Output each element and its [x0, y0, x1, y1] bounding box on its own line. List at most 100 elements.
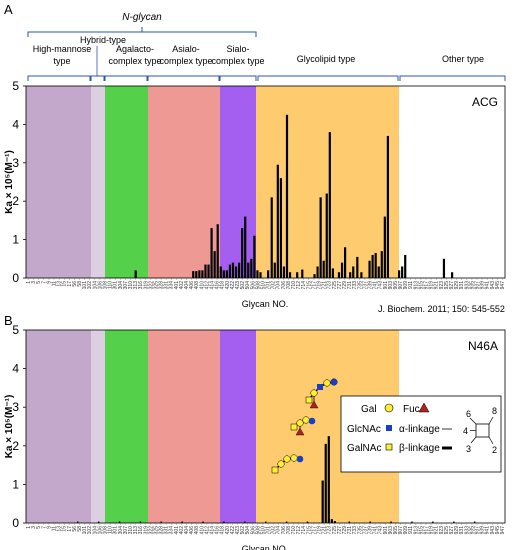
x-tick-label: 739 [367, 526, 373, 535]
gal-icon [310, 389, 318, 397]
region-sialo [220, 330, 256, 523]
citation: J. Biochem. 2011; 150: 545-552 [378, 304, 505, 314]
bar [238, 262, 241, 278]
other-type-label: Other type [442, 54, 484, 64]
x-tick-label: 917 [424, 281, 430, 290]
bar [241, 228, 244, 278]
x-tick-label: 945 [495, 526, 501, 535]
x-tick-label: 502 [240, 526, 246, 535]
x-tick-label: 729 [342, 526, 348, 535]
bar [383, 216, 386, 278]
bar [322, 260, 325, 278]
x-tick-label: 947 [500, 281, 506, 290]
bar [313, 274, 316, 278]
bar [349, 272, 352, 278]
x-tick-label: 943 [490, 281, 496, 290]
region-high-mannose [26, 86, 91, 278]
x-tick-label: 704 [276, 526, 282, 535]
x-tick-label: 15 [62, 281, 68, 287]
plot-frame [25, 85, 506, 279]
pos-6: 6 [466, 409, 471, 419]
bar [451, 272, 454, 278]
x-tick-label: 733 [352, 526, 358, 535]
x-tick-label: 947 [500, 526, 506, 535]
bar [333, 521, 337, 523]
x-tick-label: 11 [52, 526, 58, 531]
x-tick-label: 504 [245, 526, 251, 535]
x-tick-label: 929 [454, 526, 460, 535]
bar [374, 253, 377, 278]
x-tick-label: 921 [434, 281, 440, 290]
x-tick-label: 727 [337, 281, 343, 290]
bar [244, 216, 247, 278]
x-tick-label: 737 [362, 526, 368, 535]
bar [273, 262, 276, 278]
x-tick-label: 5 [36, 526, 42, 529]
x-tick-label: 58 [77, 526, 83, 532]
x-tick-label: 937 [474, 281, 480, 290]
x-tick-label: 710 [291, 526, 297, 535]
x-tick-label: 7 [41, 526, 47, 529]
gal-circle-icon [384, 403, 394, 413]
baseline-mark [97, 521, 100, 523]
x-tick-label: 714 [301, 526, 307, 535]
pos-3-line [470, 436, 477, 444]
bar [201, 270, 204, 278]
glcnac-end-icon [296, 455, 304, 463]
x-tick-label: 56 [72, 526, 78, 532]
region-sialo [220, 86, 256, 278]
x-tick-label: 414 [209, 281, 215, 290]
y-tick-label: 4 [12, 362, 19, 376]
x-tick-label: 941 [485, 281, 491, 290]
x-tick-label: 510 [260, 281, 266, 290]
x-tick-label: 422 [230, 526, 236, 535]
legend-beta-label: β-linkage [399, 443, 440, 454]
x-tick-label: 731 [347, 526, 353, 535]
glcnac-icon [317, 384, 323, 390]
baseline-mark [76, 521, 79, 523]
x-tick-label: 933 [464, 526, 470, 535]
bar [282, 266, 286, 278]
x-tick-label: 723 [327, 526, 333, 535]
x-tick-label: 901 [383, 526, 389, 535]
x-tick-label: 731 [347, 281, 353, 290]
pos-6-line [469, 417, 477, 425]
x-tick-label: 717 [311, 526, 317, 535]
x-axis-label: Glycan NO. [242, 544, 289, 550]
x-tick-label: 319 [143, 281, 149, 290]
pos-8: 8 [492, 406, 497, 416]
x-tick-label: 410 [199, 526, 205, 535]
baseline-mark [327, 521, 330, 523]
x-tick-label: 905 [393, 526, 399, 535]
x-tick-label: 15 [62, 526, 68, 532]
asialo-label-2: complex type [159, 56, 212, 66]
x-tick-label: 919 [429, 281, 435, 290]
glycolipid-label: Glycolipid type [297, 54, 356, 64]
x-tick-label: 504 [245, 281, 251, 290]
x-tick-label: 714 [301, 281, 307, 290]
bar [198, 270, 201, 278]
x-tick-label: 406 [189, 526, 195, 535]
x-tick-label: 935 [469, 526, 475, 535]
bracket-line [147, 75, 220, 81]
bar [343, 247, 347, 278]
baseline-mark [181, 521, 183, 523]
x-tick-label: 725 [332, 281, 338, 290]
y-tick-label: 3 [12, 156, 19, 170]
baseline-mark [139, 521, 142, 523]
bar [401, 266, 404, 278]
baseline-mark [390, 521, 392, 523]
bar [356, 256, 359, 278]
bar [296, 272, 299, 278]
x-axis-label: Glycan NO. [242, 299, 289, 309]
x-tick-label: 406 [189, 281, 195, 290]
galnac-icon [290, 423, 298, 431]
bar [234, 266, 238, 278]
fuc-icon [295, 427, 305, 436]
y-tick-label: 2 [12, 439, 19, 453]
pos-4: 4 [463, 426, 468, 436]
x-tick-label: 1 [26, 281, 32, 284]
x-tick-label: 313 [133, 526, 139, 535]
